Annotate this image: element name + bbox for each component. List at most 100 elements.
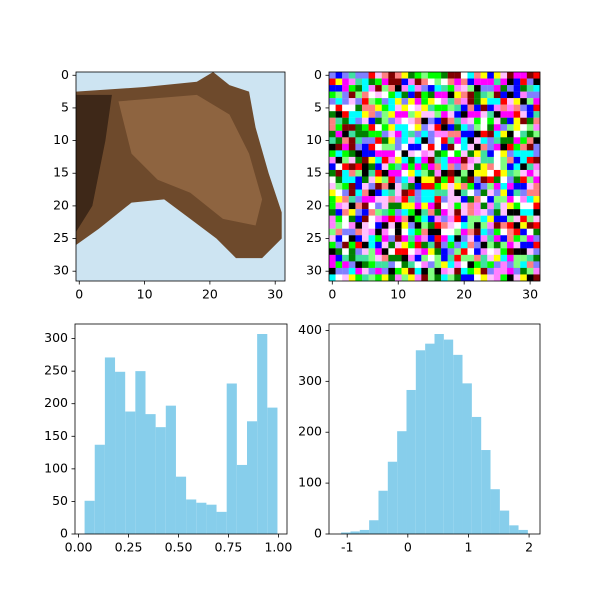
noise-pixel: [427, 222, 435, 229]
noise-pixel: [394, 183, 402, 190]
noise-pixel: [368, 91, 376, 99]
noise-pixel: [427, 254, 435, 262]
noise-pixel: [394, 189, 402, 197]
noise-pixel: [520, 267, 527, 275]
noise-pixel: [460, 169, 468, 177]
noise-pixel: [487, 215, 494, 223]
noise-pixel: [421, 241, 429, 249]
noise-pixel: [355, 241, 363, 249]
noise-pixel: [493, 72, 501, 79]
noise-pixel: [454, 189, 462, 197]
noise-pixel: [487, 143, 494, 151]
noise-pixel: [335, 104, 343, 112]
noise-pixel: [474, 98, 481, 105]
noise-pixel: [414, 241, 422, 249]
noise-pixel: [500, 189, 508, 197]
noise-pixel: [394, 130, 402, 138]
x-tick-label: 0.25: [115, 540, 143, 555]
noise-pixel: [361, 137, 369, 144]
noise-pixel: [381, 117, 389, 125]
noise-pixel: [533, 215, 541, 223]
noise-pixel: [454, 85, 462, 92]
noise-pixel: [421, 78, 429, 86]
noise-pixel: [513, 156, 521, 164]
noise-pixel: [381, 143, 389, 151]
noise-pixel: [441, 130, 448, 138]
noise-pixel: [487, 98, 494, 105]
noise-pixel: [414, 137, 422, 144]
noise-pixel: [454, 163, 462, 171]
noise-pixel: [520, 85, 527, 92]
noise-pixel: [474, 143, 481, 151]
noise-pixel: [460, 261, 468, 269]
noise-pixel: [355, 222, 363, 229]
noise-pixel: [408, 143, 415, 151]
noise-pixel: [493, 130, 501, 138]
noise-pixel: [421, 196, 429, 203]
noise-pixel: [434, 248, 442, 255]
noise-pixel: [401, 156, 409, 164]
noise-pixel: [493, 156, 501, 164]
noise-pixel: [427, 248, 435, 255]
noise-pixel: [427, 169, 435, 177]
noise-pixel: [441, 163, 448, 171]
noise-pixel: [408, 163, 415, 171]
noise-pixel: [460, 85, 468, 92]
noise-pixel: [401, 85, 409, 92]
noise-pixel: [520, 130, 527, 138]
noise-pixel: [507, 176, 514, 184]
noise-pixel: [329, 111, 336, 118]
y-tick-label: 15: [306, 165, 322, 180]
noise-pixel: [421, 189, 429, 197]
histogram-bar: [341, 532, 351, 534]
x-tick-label: -1: [341, 540, 353, 555]
noise-pixel: [513, 228, 521, 236]
noise-pixel: [454, 169, 462, 177]
noise-pixel: [427, 183, 435, 190]
noise-pixel: [361, 163, 369, 171]
noise-pixel: [460, 130, 468, 138]
noise-pixel: [408, 202, 415, 210]
noise-pixel: [474, 254, 481, 262]
noise-pixel: [500, 222, 508, 229]
noise-pixel: [414, 156, 422, 164]
noise-pixel: [480, 169, 488, 177]
noise-pixel: [408, 117, 415, 125]
noise-pixel: [342, 111, 349, 118]
noise-pixel: [460, 209, 468, 216]
noise-pixel: [329, 183, 336, 190]
noise-pixel: [348, 72, 356, 79]
noise-pixel: [493, 261, 501, 269]
noise-pixel: [480, 267, 488, 275]
noise-pixel: [441, 72, 448, 79]
noise-pixel: [421, 176, 429, 184]
noise-pixel: [427, 104, 435, 112]
noise-pixel: [447, 104, 455, 112]
y-tick-label: 10: [53, 132, 69, 147]
noise-pixel: [375, 202, 382, 210]
noise-pixel: [394, 111, 402, 118]
noise-pixel: [394, 202, 402, 210]
noise-pixel: [441, 117, 448, 125]
noise-pixel: [441, 78, 448, 86]
noise-pixel: [414, 254, 422, 262]
noise-pixel: [434, 124, 442, 131]
noise-pixel: [381, 248, 389, 255]
noise-pixel: [421, 261, 429, 269]
noise-pixel: [500, 111, 508, 118]
noise-pixel: [335, 254, 343, 262]
x-tick-label: 1.00: [264, 540, 292, 555]
noise-pixel: [454, 196, 462, 203]
noise-pixel: [335, 72, 343, 79]
noise-pixel: [427, 111, 435, 118]
noise-pixel: [507, 202, 514, 210]
noise-pixel: [513, 202, 521, 210]
noise-pixel: [434, 254, 442, 262]
noise-pixel: [335, 91, 343, 99]
noise-pixel: [375, 91, 382, 99]
histogram-bar: [369, 520, 379, 534]
noise-pixel: [401, 189, 409, 197]
noise-pixel: [526, 222, 534, 229]
noise-pixel: [329, 241, 336, 249]
noise-pixel: [500, 72, 508, 79]
